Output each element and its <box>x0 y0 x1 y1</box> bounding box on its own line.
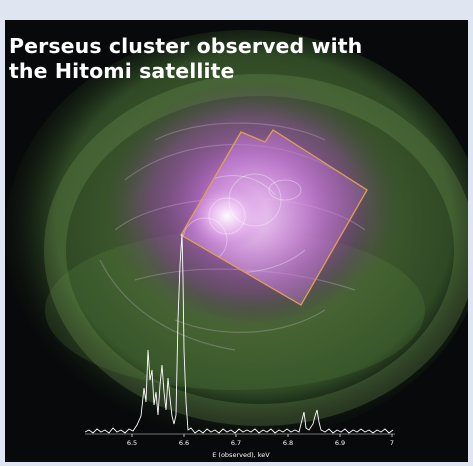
tick-label: 6.9 <box>335 439 345 447</box>
spectrum-xlabel: E (observed), keV <box>212 451 270 459</box>
title-line-1: Perseus cluster observed with <box>9 34 363 58</box>
spectrum-plot: 6.5 6.6 6.7 6.8 6.9 7 E (observed), keV <box>84 233 395 459</box>
spectrum-line <box>84 233 394 434</box>
hitomi-field-outline <box>180 129 368 306</box>
cluster-image-canvas: 6.5 6.6 6.7 6.8 6.9 7 E (observed), keV <box>5 20 468 462</box>
tick-label: 6.7 <box>231 439 241 447</box>
tick-label: 6.6 <box>179 439 189 447</box>
spectrum-ticks: 6.5 6.6 6.7 6.8 6.9 7 <box>127 434 394 447</box>
tick-label: 7 <box>390 439 394 447</box>
tick-label: 6.8 <box>283 439 293 447</box>
title-line-2: the Hitomi satellite <box>9 59 235 83</box>
image-title: Perseus cluster observed with the Hitomi… <box>9 34 362 84</box>
cluster-image: 6.5 6.6 6.7 6.8 6.9 7 E (observed), keV … <box>5 20 468 462</box>
tick-label: 6.5 <box>127 439 137 447</box>
